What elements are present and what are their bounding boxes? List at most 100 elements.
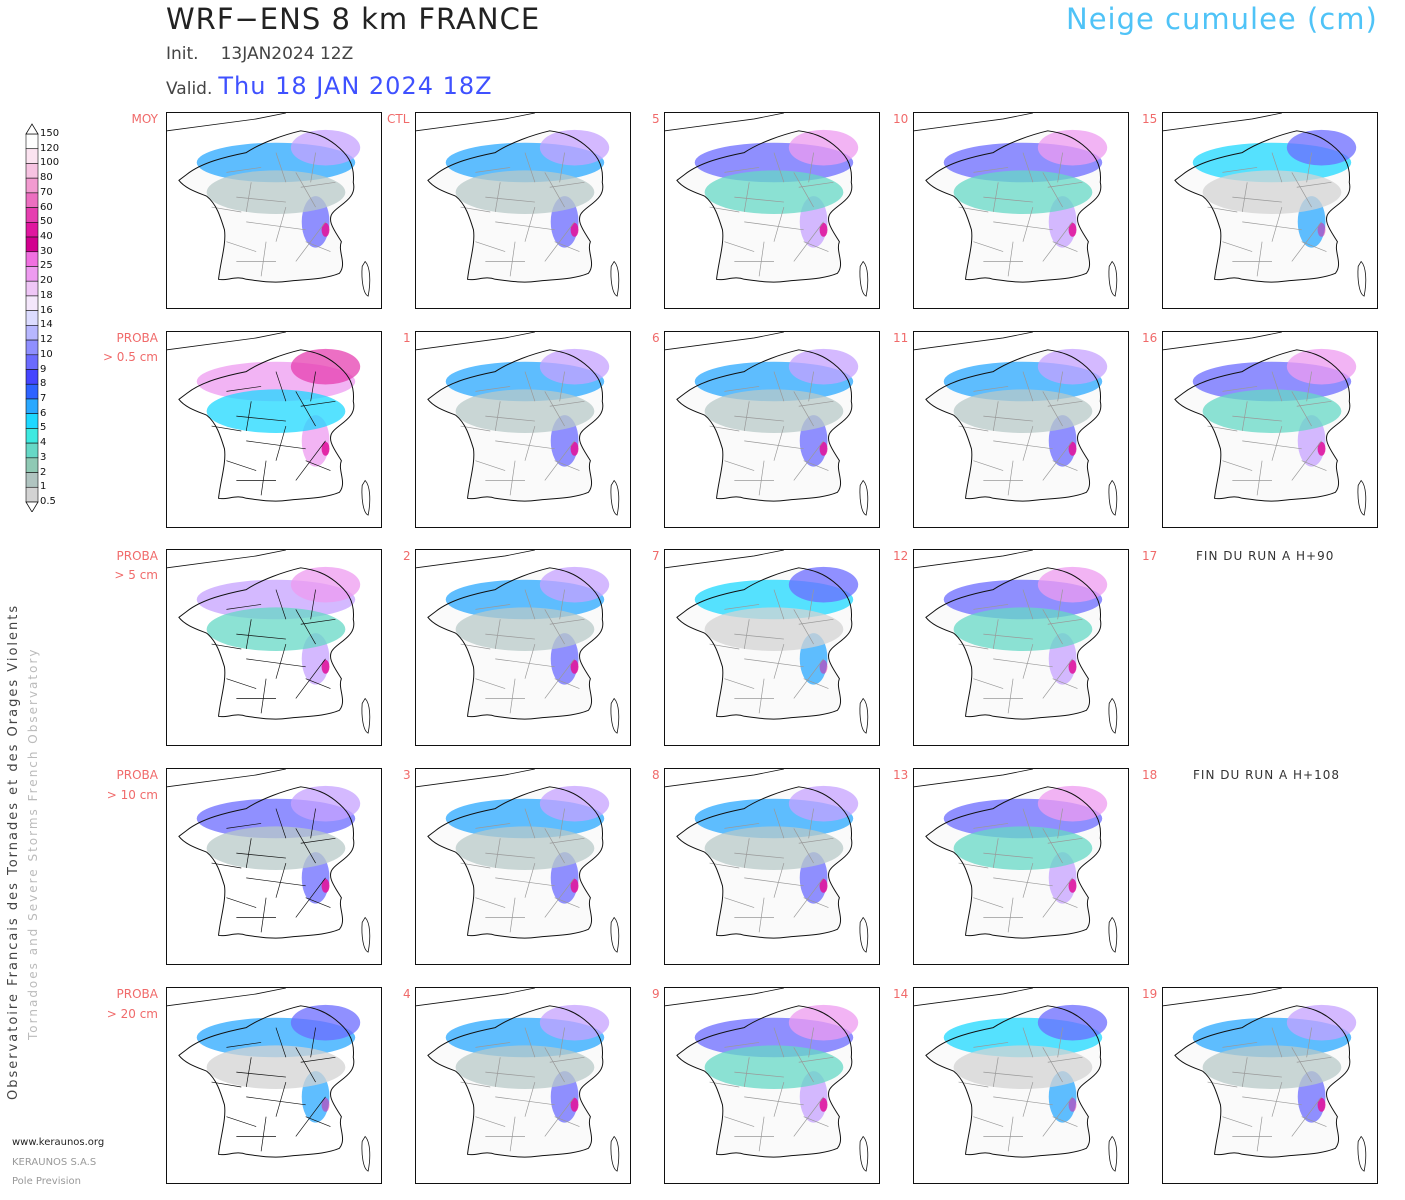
snow-area <box>1037 785 1108 822</box>
website-text: www.keraunos.org <box>12 1137 105 1148</box>
row-label-proba-10: PROBA <box>116 768 158 782</box>
snow-area <box>1037 348 1108 385</box>
snow-area <box>1037 566 1108 603</box>
corsica-coastline <box>610 260 620 297</box>
legend-swatch <box>25 383 39 400</box>
snow-area <box>704 170 844 214</box>
map-panel-3 <box>415 768 631 965</box>
member-label-ctl: CTL <box>387 112 410 126</box>
legend-swatch <box>25 148 39 164</box>
coastline <box>1174 349 1351 502</box>
map-panel-2 <box>415 549 631 746</box>
snow-area <box>206 1045 346 1089</box>
legend-tick-label: 14 <box>40 319 53 331</box>
france-map <box>416 769 620 953</box>
england-coastline <box>1163 113 1282 132</box>
legend-tick-label: 1 <box>40 481 47 493</box>
england-coastline <box>1163 988 1282 1007</box>
department-borders <box>958 808 1083 933</box>
france-map <box>914 113 1118 297</box>
france-map <box>167 550 371 734</box>
map-panel-5 <box>664 112 880 309</box>
england-coastline <box>416 988 535 1007</box>
coastline <box>427 786 604 939</box>
england-coastline <box>416 332 535 351</box>
legend-tick-label: 30 <box>40 245 53 257</box>
legend-tick-label: 60 <box>40 201 53 213</box>
snow-area <box>455 389 595 433</box>
snow-area <box>290 348 361 385</box>
row-label-proba-20-threshold: > 20 cm <box>106 1007 158 1021</box>
member-label-9: 9 <box>652 987 660 1001</box>
department-borders <box>958 371 1083 496</box>
corsica-coastline <box>859 916 869 953</box>
coastline <box>925 786 1102 939</box>
snow-area <box>290 785 361 822</box>
map-panel-proba-5 <box>166 549 382 746</box>
corsica-coastline <box>1108 1135 1118 1172</box>
coastline <box>178 786 355 939</box>
legend-swatch <box>25 398 39 414</box>
coastline <box>178 349 355 502</box>
member-label-19: 19 <box>1142 987 1158 1001</box>
init-label: Init. <box>166 44 199 64</box>
coastline <box>427 130 604 283</box>
snow-area <box>1202 170 1342 214</box>
alps-snow-hotspot <box>1317 222 1326 237</box>
coastline <box>925 1005 1102 1158</box>
legend-tick-label: 0.5 <box>40 496 56 507</box>
valid-label: Valid. <box>166 79 213 99</box>
snow-area <box>953 389 1093 433</box>
alps-snow-hotspot <box>570 222 579 237</box>
england-coastline <box>914 550 1033 569</box>
legend-swatch <box>25 222 39 238</box>
legend-tick-label: 10 <box>40 348 53 360</box>
legend-tick-label: 4 <box>40 437 47 449</box>
snow-area <box>953 607 1093 651</box>
department-borders <box>211 589 336 714</box>
legend-swatch <box>25 163 39 179</box>
coastline <box>925 567 1102 720</box>
corsica-coastline <box>610 916 620 953</box>
coastline <box>676 1005 853 1158</box>
end-run-message-18: FIN DU RUN A H+108 <box>1193 768 1340 782</box>
england-coastline <box>416 113 535 132</box>
snow-area <box>290 1004 361 1041</box>
corsica-coastline <box>361 1135 371 1172</box>
department-borders <box>211 808 336 933</box>
member-label-12: 12 <box>893 549 909 563</box>
department-borders <box>709 152 834 277</box>
snow-area <box>206 170 346 214</box>
france-map <box>914 769 1118 953</box>
member-label-1: 1 <box>403 331 411 345</box>
legend-tick-label: 150 <box>40 128 60 139</box>
department-borders <box>709 589 834 714</box>
corsica-coastline <box>859 1135 869 1172</box>
england-coastline <box>167 113 286 132</box>
legend-swatch <box>25 192 39 208</box>
alps-snow-hotspot <box>819 659 828 674</box>
alps-snow-hotspot <box>819 878 828 893</box>
legend-swatch <box>25 236 39 253</box>
department-borders <box>460 152 585 277</box>
snow-area <box>704 607 844 651</box>
corsica-coastline <box>1108 479 1118 516</box>
england-coastline <box>914 113 1033 132</box>
england-coastline <box>167 988 286 1007</box>
legend-tick-label: 12 <box>40 334 53 346</box>
observatory-fr-text: Observatoire Francais des Tornades et de… <box>6 603 21 1100</box>
legend-swatch <box>25 207 39 223</box>
england-coastline <box>167 332 286 351</box>
coastline <box>427 567 604 720</box>
legend-swatch <box>25 310 39 326</box>
coastline <box>676 567 853 720</box>
alps-snow-hotspot <box>819 1097 828 1112</box>
legend-swatch <box>25 457 39 473</box>
legend-tick-label: 80 <box>40 172 53 184</box>
corsica-coastline <box>1108 260 1118 297</box>
alps-snow-hotspot <box>1068 441 1077 456</box>
row-label-proba-5: PROBA <box>116 549 158 563</box>
corsica-coastline <box>361 916 371 953</box>
corsica-coastline <box>1357 479 1367 516</box>
member-label-18: 18 <box>1142 768 1158 782</box>
